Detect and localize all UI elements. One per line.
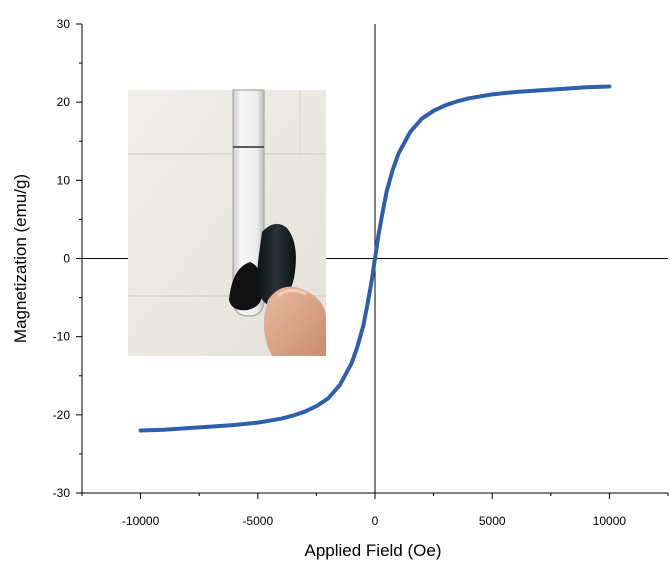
data-point — [303, 410, 307, 414]
data-point — [291, 414, 295, 418]
data-point — [314, 404, 318, 408]
x-tick-label: 0 — [372, 514, 379, 528]
y-tick-label: 0 — [63, 252, 70, 266]
y-tick-label: 20 — [57, 95, 71, 109]
data-point — [537, 88, 541, 93]
inset-photo — [128, 89, 326, 356]
data-point — [355, 345, 360, 349]
data-point — [162, 428, 166, 432]
data-point — [232, 423, 236, 427]
y-tick-label: 30 — [57, 17, 71, 31]
data-point — [443, 103, 447, 107]
data-point — [467, 96, 471, 100]
y-tick-label: 10 — [57, 173, 71, 187]
y-tick-label: -10 — [53, 330, 71, 344]
data-point — [432, 109, 436, 113]
x-tick-label: 10000 — [593, 514, 627, 528]
data-point — [420, 116, 424, 121]
data-point — [369, 280, 374, 284]
x-tick-label: -5000 — [242, 514, 273, 528]
data-point — [396, 152, 401, 156]
x-tick-label: -10000 — [122, 514, 160, 528]
data-point — [376, 233, 381, 237]
y-tick-label: -30 — [53, 486, 71, 500]
data-point — [380, 213, 384, 218]
data-point — [390, 168, 395, 172]
x-axis-title: Applied Field (Oe) — [304, 541, 441, 560]
data-point — [326, 396, 330, 401]
data-point — [338, 383, 342, 387]
data-point — [139, 428, 143, 433]
data-point — [408, 130, 412, 134]
data-point — [361, 324, 365, 328]
data-point — [584, 85, 588, 89]
data-point — [490, 92, 494, 96]
data-point — [560, 87, 565, 91]
data-point — [607, 84, 612, 89]
data-point — [385, 189, 389, 193]
data-point — [256, 421, 260, 425]
y-tick-label: -20 — [53, 408, 71, 422]
data-point — [366, 299, 370, 304]
data-point — [373, 256, 377, 261]
data-point — [455, 99, 459, 103]
data-point — [349, 361, 354, 365]
x-tick-label: 5000 — [479, 514, 506, 528]
y-axis-title: Magnetization (emu/g) — [11, 174, 30, 343]
data-point — [514, 90, 518, 94]
data-point — [279, 417, 283, 421]
data-point — [209, 424, 213, 429]
data-point — [185, 426, 190, 430]
